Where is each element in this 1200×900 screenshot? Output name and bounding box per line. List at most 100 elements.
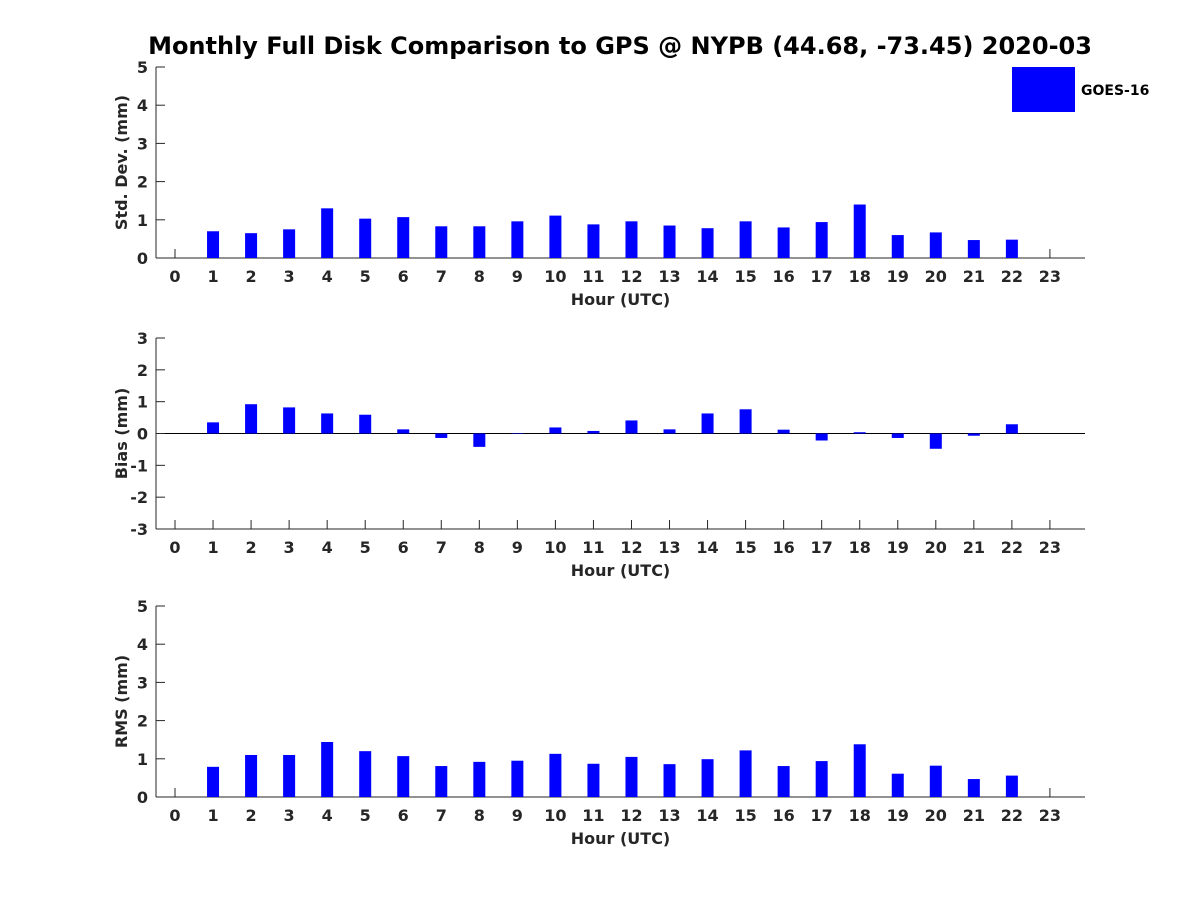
x-tick-label: 1 xyxy=(207,538,218,557)
bar-hour-11 xyxy=(587,763,600,797)
y-tick-label: 1 xyxy=(137,750,148,769)
x-tick-label: 12 xyxy=(620,267,642,286)
x-tick-label: 16 xyxy=(773,267,795,286)
bar-hour-20 xyxy=(929,433,942,449)
y-tick-label: -3 xyxy=(130,520,148,539)
bar-hour-15 xyxy=(739,409,752,434)
bar-hour-21 xyxy=(967,240,980,258)
y-tick-label: 4 xyxy=(137,96,148,115)
bar-hour-10 xyxy=(549,427,562,434)
bar-hour-22 xyxy=(1005,424,1018,434)
bar-hour-10 xyxy=(549,753,562,797)
x-tick-label: 17 xyxy=(811,806,833,825)
bar-hour-18 xyxy=(853,204,866,258)
bar-hour-7 xyxy=(435,766,448,797)
bar-hour-13 xyxy=(663,764,676,797)
bar-hour-17 xyxy=(815,761,828,797)
bar-hour-17 xyxy=(815,433,828,441)
x-tick-label: 21 xyxy=(963,267,985,286)
bar-hour-12 xyxy=(625,221,638,258)
x-tick-label: 14 xyxy=(696,267,718,286)
x-tick-label: 8 xyxy=(474,267,485,286)
x-tick-label: 5 xyxy=(360,267,371,286)
bar-hour-8 xyxy=(473,761,486,797)
x-tick-label: 10 xyxy=(544,267,566,286)
y-tick-label: 5 xyxy=(137,58,148,77)
x-tick-label: 9 xyxy=(512,806,523,825)
bar-hour-3 xyxy=(283,407,296,434)
x-tick-label: 8 xyxy=(474,806,485,825)
x-tick-label: 8 xyxy=(474,538,485,557)
x-tick-label: 14 xyxy=(696,538,718,557)
x-tick-label: 3 xyxy=(284,267,295,286)
x-tick-label: 6 xyxy=(398,267,409,286)
bar-hour-15 xyxy=(739,750,752,797)
bar-hour-10 xyxy=(549,215,562,258)
x-tick-label: 4 xyxy=(322,267,333,286)
x-tick-label: 2 xyxy=(246,267,257,286)
bar-hour-22 xyxy=(1005,775,1018,797)
y-axis-label: Bias (mm) xyxy=(112,388,131,480)
x-tick-label: 20 xyxy=(925,267,947,286)
x-tick-label: 12 xyxy=(620,806,642,825)
bar-hour-7 xyxy=(435,433,448,438)
bar-hour-5 xyxy=(359,751,372,797)
x-tick-label: 23 xyxy=(1039,267,1061,286)
x-tick-label: 4 xyxy=(322,806,333,825)
bar-hour-19 xyxy=(891,433,904,438)
bar-hour-1 xyxy=(207,422,220,434)
y-tick-label: 5 xyxy=(137,597,148,616)
bar-hour-15 xyxy=(739,221,752,258)
y-tick-label: 3 xyxy=(137,329,148,348)
x-tick-label: 7 xyxy=(436,806,447,825)
x-tick-label: 13 xyxy=(658,267,680,286)
bar-hour-16 xyxy=(777,227,790,258)
x-tick-label: 15 xyxy=(734,267,756,286)
x-tick-label: 19 xyxy=(887,538,909,557)
y-tick-label: 0 xyxy=(137,425,148,444)
x-tick-label: 14 xyxy=(696,806,718,825)
x-tick-label: 16 xyxy=(773,806,795,825)
y-tick-label: 2 xyxy=(137,712,148,731)
x-axis-label: Hour (UTC) xyxy=(571,829,671,848)
bar-hour-3 xyxy=(283,754,296,797)
y-tick-label: 2 xyxy=(137,361,148,380)
bar-hour-16 xyxy=(777,429,790,434)
bar-hour-11 xyxy=(587,224,600,258)
bar-hour-6 xyxy=(397,756,410,797)
bar-hour-14 xyxy=(701,228,714,258)
x-tick-label: 17 xyxy=(811,267,833,286)
bar-hour-17 xyxy=(815,222,828,258)
x-axis-label: Hour (UTC) xyxy=(571,290,671,309)
bar-hour-8 xyxy=(473,226,486,258)
bar-hour-6 xyxy=(397,217,410,258)
x-tick-label: 6 xyxy=(398,806,409,825)
y-tick-label: -1 xyxy=(130,456,148,475)
y-tick-label: 1 xyxy=(137,393,148,412)
bar-hour-3 xyxy=(283,229,296,258)
x-tick-label: 3 xyxy=(284,806,295,825)
bar-hour-21 xyxy=(967,779,980,797)
bar-hour-21 xyxy=(967,433,980,436)
bar-hour-14 xyxy=(701,413,714,434)
x-tick-label: 5 xyxy=(360,538,371,557)
x-tick-label: 9 xyxy=(512,267,523,286)
x-tick-label: 15 xyxy=(734,538,756,557)
legend-label: GOES-16 xyxy=(1081,83,1149,99)
bar-hour-18 xyxy=(853,744,866,797)
x-tick-label: 18 xyxy=(849,538,871,557)
x-tick-label: 21 xyxy=(963,806,985,825)
x-tick-label: 5 xyxy=(360,806,371,825)
bar-hour-4 xyxy=(321,741,334,797)
x-tick-label: 3 xyxy=(284,538,295,557)
bar-hour-6 xyxy=(397,429,410,434)
x-tick-label: 19 xyxy=(887,806,909,825)
bar-hour-19 xyxy=(891,773,904,797)
legend-swatch xyxy=(1012,67,1075,112)
bar-hour-12 xyxy=(625,420,638,434)
bar-hour-9 xyxy=(511,760,524,797)
x-tick-label: 11 xyxy=(582,538,604,557)
x-tick-label: 23 xyxy=(1039,806,1061,825)
